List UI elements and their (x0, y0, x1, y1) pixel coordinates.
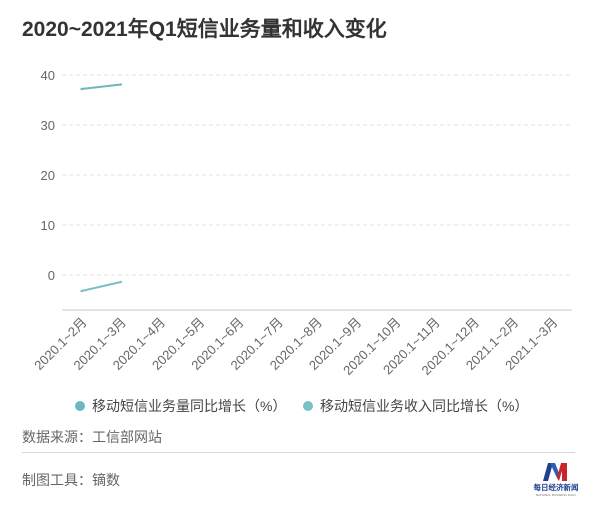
legend-marker-icon (75, 401, 85, 411)
data-point (119, 280, 123, 284)
data-point (80, 289, 83, 293)
legend-item-2: 移动短信业务收入同比增长（%） (303, 397, 528, 415)
logo-name: 每日经济新闻 (534, 482, 579, 492)
chart-title: 2020~2021年Q1短信业务量和收入变化 (22, 18, 387, 41)
y-tick-label: 20 (41, 168, 55, 183)
chart-tool: 制图工具：镝数 (22, 472, 120, 488)
y-tick-label: 30 (41, 118, 55, 133)
data-point (80, 87, 83, 91)
logo-mark-icon (543, 463, 567, 481)
footer-divider (22, 452, 575, 453)
x-axis: 2020.1~2月2020.1~3月2020.1~4月2020.1~5月2020… (31, 315, 560, 379)
y-tick-label: 0 (48, 268, 55, 283)
legend-marker-icon (303, 401, 313, 411)
series-2 (80, 280, 123, 293)
data-point (119, 83, 123, 86)
series-line (80, 281, 122, 292)
line-chart: 0 10 20 30 40 2020.1~2月2020.1~3月2020.1~4月2020… (31, 68, 572, 379)
y-tick-label: 40 (41, 68, 55, 83)
series-line (80, 83, 122, 90)
legend-item-1: 移动短信业务量同比增长（%） (75, 397, 286, 415)
legend-label: 移动短信业务收入同比增长（%） (320, 398, 529, 414)
y-tick-label: 10 (41, 218, 55, 233)
logo-tagline: NATIONAL BUSINESS DAILY (536, 493, 576, 497)
publisher-logo: 每日经济新闻 NATIONAL BUSINESS DAILY (534, 463, 579, 497)
data-source: 数据来源：工信部网站 (22, 429, 162, 445)
y-axis: 0 10 20 30 40 (41, 68, 55, 283)
legend-label: 移动短信业务量同比增长（%） (92, 398, 287, 414)
series-1 (80, 83, 123, 91)
gridlines (62, 74, 572, 276)
